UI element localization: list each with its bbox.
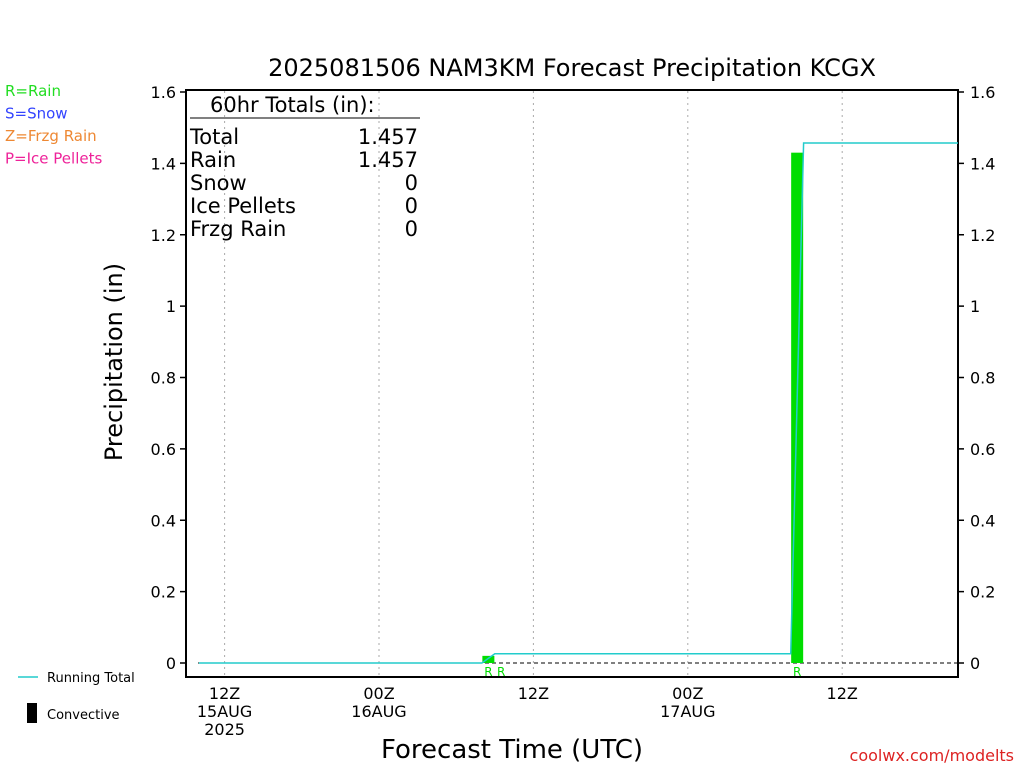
x-tick-label: 00Z bbox=[363, 684, 394, 703]
y-axis-label: Precipitation (in) bbox=[100, 263, 128, 461]
precip-type-label: R bbox=[484, 665, 492, 679]
running-total-line bbox=[198, 142, 958, 664]
source-credit: coolwx.com/modelts bbox=[850, 746, 1014, 765]
y-tick-label-left: 0.4 bbox=[151, 511, 176, 530]
totals-row-label: Total bbox=[189, 125, 239, 149]
x-tick-label: 12Z bbox=[518, 684, 549, 703]
totals-row-label: Frzg Rain bbox=[190, 217, 286, 241]
type-legend-entry: S=Snow bbox=[5, 105, 68, 123]
totals-row-value: 1.457 bbox=[358, 125, 418, 149]
precip-type-label: R bbox=[793, 665, 801, 679]
x-tick-label: 12Z bbox=[827, 684, 858, 703]
y-tick-label-left: 1.2 bbox=[151, 226, 176, 245]
y-tick-label-right: 0.6 bbox=[970, 440, 995, 459]
type-legend-entry: Z=Frzg Rain bbox=[5, 127, 97, 145]
y-tick-label-right: 1.4 bbox=[970, 154, 995, 173]
totals-box: 60hr Totals (in): Total 1.457 Rain 1.457 Snow… bbox=[189, 93, 420, 241]
y-tick-label-left: 0.6 bbox=[151, 440, 176, 459]
precip-type-legend: R=Rain S=Snow Z=Frzg Rain P=Ice Pellets bbox=[5, 82, 102, 168]
y-tick-label-right: 1.6 bbox=[970, 83, 995, 102]
chart-title: 2025081506 NAM3KM Forecast Precipitation… bbox=[268, 54, 876, 82]
y-tick-label-right: 0.4 bbox=[970, 511, 995, 530]
plot-frame bbox=[185, 89, 959, 678]
precip-type-label: R bbox=[497, 665, 505, 679]
y-tick-label-left: 1.6 bbox=[151, 83, 176, 102]
type-legend-entry: R=Rain bbox=[5, 82, 61, 100]
convective-swatch bbox=[27, 703, 37, 723]
totals-row-label: Ice Pellets bbox=[190, 194, 296, 218]
x-tick-label: 00Z bbox=[672, 684, 703, 703]
x-tick-label: 17AUG bbox=[660, 702, 715, 721]
grid-lines bbox=[198, 91, 958, 676]
y-tick-label-right: 0.2 bbox=[970, 583, 995, 602]
x-axis-label: Forecast Time (UTC) bbox=[381, 735, 643, 765]
y-tick-label-left: 0 bbox=[166, 654, 176, 673]
series-legend-entry: Convective bbox=[47, 708, 120, 723]
x-tick-label: 12Z bbox=[209, 684, 240, 703]
y-tick-label-right: 0 bbox=[970, 654, 980, 673]
y-tick-label-right: 1 bbox=[970, 297, 980, 316]
totals-row-value: 1.457 bbox=[358, 148, 418, 172]
precip-bar bbox=[482, 655, 495, 663]
totals-row-label: Rain bbox=[190, 148, 236, 172]
series-legend-entry: Running Total bbox=[47, 671, 135, 686]
y-tick-label-left: 1.4 bbox=[151, 154, 176, 173]
running-total-series bbox=[198, 142, 958, 664]
type-legend-entry: P=Ice Pellets bbox=[5, 150, 102, 168]
y-tick-label-left: 0.8 bbox=[151, 369, 176, 388]
x-tick-label: 16AUG bbox=[351, 702, 406, 721]
totals-row-value: 0 bbox=[405, 194, 418, 218]
y-tick-label-left: 1 bbox=[166, 297, 176, 316]
y-tick-label-right: 0.8 bbox=[970, 369, 995, 388]
y-axis-ticks: 0 00.2 0.20.4 0.40.6 0.60.8 0.81 11.2 1.21.4 1.4… bbox=[151, 83, 996, 673]
y-tick-label-left: 0.2 bbox=[151, 583, 176, 602]
totals-row-value: 0 bbox=[405, 217, 418, 241]
totals-row-label: Snow bbox=[190, 171, 247, 195]
totals-header: 60hr Totals (in): bbox=[210, 93, 375, 117]
series-legend: Running Total Convective bbox=[18, 671, 135, 723]
x-tick-label: 2025 bbox=[204, 720, 245, 739]
totals-row-value: 0 bbox=[405, 171, 418, 195]
x-tick-label: 15AUG bbox=[197, 702, 252, 721]
y-tick-label-right: 1.2 bbox=[970, 226, 995, 245]
